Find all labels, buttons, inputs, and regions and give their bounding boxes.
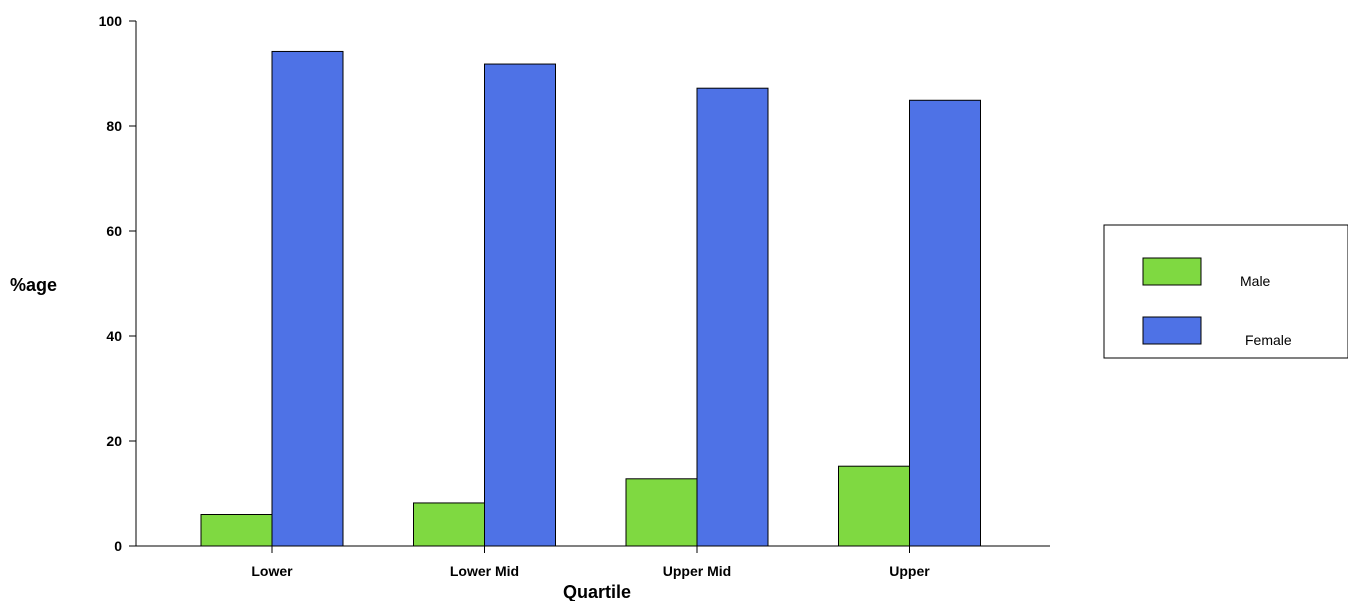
- legend-label-male: Male: [1240, 273, 1271, 289]
- y-tick-label: 60: [106, 223, 122, 239]
- x-tick-label: Upper Mid: [663, 563, 731, 579]
- y-tick-label: 40: [106, 328, 122, 344]
- x-tick-label: Upper: [889, 563, 930, 579]
- bar-female-lower: [271, 50, 344, 547]
- bar-female-upper: [909, 99, 981, 547]
- y-axis-title: %age: [10, 275, 57, 295]
- legend-swatch-male: [1142, 257, 1202, 286]
- legend-swatch-female: [1142, 316, 1202, 345]
- bar-male-lower: [200, 514, 273, 547]
- bar-male-lower-mid: [413, 502, 485, 547]
- bar-male-upper-mid: [625, 478, 698, 547]
- y-tick-label: 0: [114, 538, 122, 554]
- bar-male-upper: [838, 465, 910, 547]
- legend-box: [1103, 224, 1348, 359]
- x-tick-label: Lower Mid: [450, 563, 519, 579]
- x-tick-label: Lower: [251, 563, 293, 579]
- legend-label-female: Female: [1245, 332, 1292, 348]
- y-axis: 0 20 40 60 80 100: [99, 13, 137, 554]
- y-tick-label: 100: [99, 13, 123, 29]
- x-axis: Lower Lower Mid Upper Mid Upper: [136, 545, 1050, 579]
- y-tick-label: 80: [106, 118, 122, 134]
- bar-female-upper-mid: [696, 87, 769, 547]
- legend: Male Female: [1103, 224, 1348, 359]
- bars: [200, 50, 981, 547]
- bar-female-lower-mid: [484, 63, 556, 547]
- x-axis-title: Quartile: [563, 582, 631, 601]
- y-tick-label: 20: [106, 433, 122, 449]
